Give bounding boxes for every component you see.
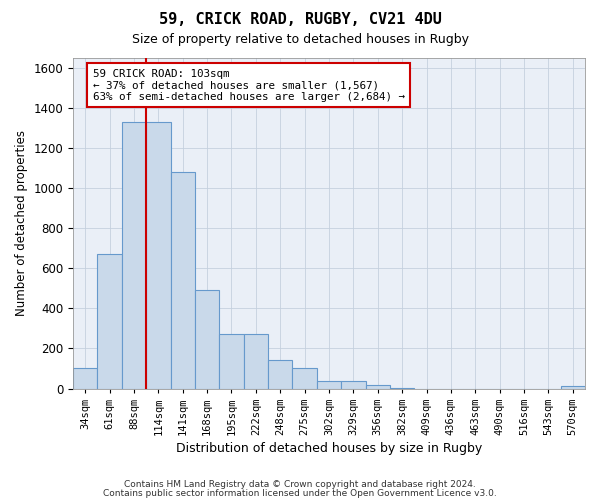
Bar <box>317 380 341 388</box>
Text: Contains HM Land Registry data © Crown copyright and database right 2024.: Contains HM Land Registry data © Crown c… <box>124 480 476 489</box>
Bar <box>195 290 220 388</box>
Bar <box>97 254 122 388</box>
Bar <box>341 380 365 388</box>
Bar <box>170 172 195 388</box>
X-axis label: Distribution of detached houses by size in Rugby: Distribution of detached houses by size … <box>176 442 482 455</box>
Bar <box>122 122 146 388</box>
Bar <box>365 384 390 388</box>
Bar <box>244 334 268 388</box>
Bar <box>73 368 97 388</box>
Bar <box>292 368 317 388</box>
Text: 59, CRICK ROAD, RUGBY, CV21 4DU: 59, CRICK ROAD, RUGBY, CV21 4DU <box>158 12 442 28</box>
Bar <box>560 386 585 388</box>
Bar <box>268 360 292 388</box>
Bar <box>146 122 170 388</box>
Text: Contains public sector information licensed under the Open Government Licence v3: Contains public sector information licen… <box>103 489 497 498</box>
Bar <box>220 334 244 388</box>
Y-axis label: Number of detached properties: Number of detached properties <box>15 130 28 316</box>
Text: 59 CRICK ROAD: 103sqm
← 37% of detached houses are smaller (1,567)
63% of semi-d: 59 CRICK ROAD: 103sqm ← 37% of detached … <box>92 68 404 102</box>
Text: Size of property relative to detached houses in Rugby: Size of property relative to detached ho… <box>131 32 469 46</box>
